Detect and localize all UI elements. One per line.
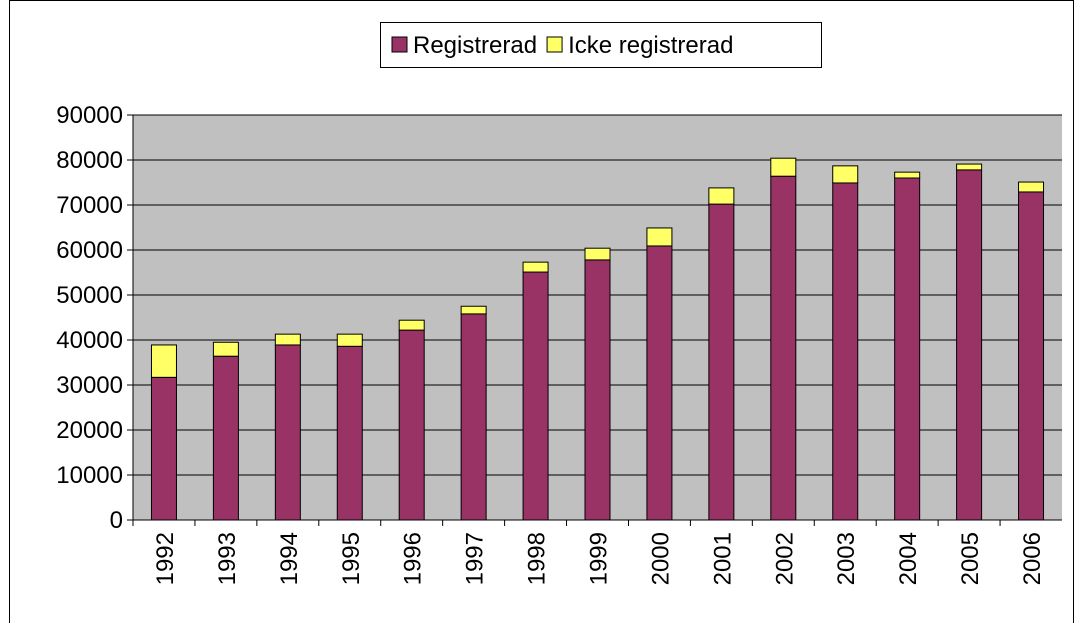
bar-segment [956,163,983,171]
x-tick-label: 2001 [709,532,736,585]
y-tick-label: 20000 [56,417,123,444]
x-tick-label: 2006 [1019,532,1046,585]
legend-label: Icke registrerad [568,32,733,59]
bar-segment [894,177,921,521]
y-tick-label: 70000 [56,192,123,219]
y-tick-label: 80000 [56,147,123,174]
x-tick-label: 2005 [957,532,984,585]
bar-segment [646,245,673,521]
x-tick-label: 1996 [400,532,427,585]
legend: Registrerad Icke registrerad [380,22,822,68]
x-tick-label: 1995 [338,532,365,585]
bar-segment [274,344,301,521]
bar-segment [708,187,735,205]
bar-segment [212,341,239,357]
x-tick-label: 1997 [462,532,489,585]
x-tick-label: 2000 [647,532,674,585]
y-tick-label: 90000 [56,102,123,129]
y-tick-label: 10000 [56,462,123,489]
bar-segment [770,175,797,521]
bar-segment [460,305,487,315]
bar-segment [894,171,921,179]
bar-segment [708,203,735,521]
bar-segment [398,329,425,521]
bar-segment [336,345,363,521]
y-tick-label: 50000 [56,282,123,309]
bar-segment [522,261,549,273]
x-tick-label: 1994 [276,532,303,585]
bar-segment [460,313,487,521]
y-tick-label: 0 [110,507,123,534]
bar-segment [522,271,549,521]
legend-swatch [546,36,563,53]
bar-segment [274,333,301,346]
bar-segment [584,259,611,521]
bar-segment [646,227,673,247]
bar-segment [398,319,425,331]
legend-box [380,22,822,68]
bar-segment [1018,181,1045,193]
bar-segment [956,169,983,521]
bar-segment [150,376,177,521]
y-tick-label: 30000 [56,372,123,399]
bar-segment [150,344,177,378]
bar-segment [212,355,239,521]
bar-segment [770,157,797,177]
x-tick-label: 1999 [586,532,613,585]
x-tick-label: 2002 [771,532,798,585]
x-tick-label: 1992 [152,532,179,585]
x-tick-label: 1998 [524,532,551,585]
bar-segment [1018,191,1045,521]
bar-segment [832,182,859,521]
x-tick-label: 2003 [833,532,860,585]
legend-label: Registrerad [413,32,537,59]
bar-segment [584,247,611,261]
legend-swatch [391,36,408,53]
bar-segment [832,165,859,184]
x-tick-label: 1993 [214,532,241,585]
bar-segment [336,333,363,347]
x-tick-label: 2004 [895,532,922,585]
y-tick-label: 60000 [56,237,123,264]
y-tick-label: 40000 [56,327,123,354]
